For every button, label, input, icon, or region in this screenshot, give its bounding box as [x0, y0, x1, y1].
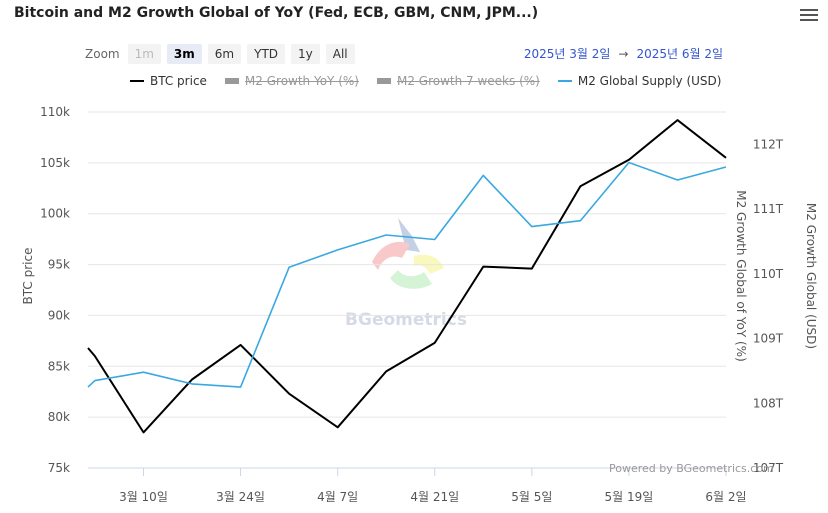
y-left-tick-label: 80k — [48, 410, 70, 424]
x-tick-label: 5월 5일 — [511, 490, 552, 504]
zoom-bar: Zoom 1m 3m 6m YTD 1y All — [85, 43, 361, 65]
legend: BTC price M2 Growth YoY (%) M2 Growth 7 … — [130, 74, 739, 88]
x-axis: 3월 10일 3월 24일 4월 7일 4월 21일 5월 5일 5월 19일 6월 2일 — [119, 468, 747, 504]
zoom-button-ytd[interactable]: YTD — [247, 44, 286, 64]
legend-symbol — [376, 78, 391, 84]
y-left-tick-label: 110k — [40, 105, 70, 119]
x-tick-label: 4월 21일 — [410, 490, 459, 504]
zoom-button-1y[interactable]: 1y — [291, 44, 320, 64]
watermark-logo: BGeometrics — [345, 218, 467, 330]
y-right-tick-label: 111T — [753, 202, 784, 216]
y-axis-left: 75k 80k 85k 90k 95k 100k 105k 110k — [40, 105, 70, 475]
y-left-tick-label: 105k — [40, 156, 70, 170]
x-tick-label: 6월 2일 — [705, 490, 746, 504]
range-arrow: → — [618, 47, 629, 61]
hamburger-menu-icon[interactable] — [800, 9, 818, 23]
grid — [88, 111, 726, 469]
zoom-button-1m[interactable]: 1m — [127, 44, 161, 64]
m2-global-supply-line — [87, 161, 727, 388]
credits-link[interactable]: Powered by BGeometrics.com — [609, 462, 774, 475]
menu-bar — [800, 9, 818, 11]
date-range: 2025년 3월 2일 → 2025년 6월 2일 — [524, 45, 723, 62]
legend-symbol — [557, 80, 572, 82]
x-tick-label: 3월 10일 — [119, 490, 168, 504]
menu-bar — [800, 19, 818, 21]
series-lines — [87, 119, 727, 434]
legend-item-m2-global-supply[interactable]: M2 Global Supply (USD) — [557, 74, 722, 88]
y-axis-right: 107T 108T 109T 110T 111T 112T — [753, 137, 784, 475]
x-tick-label: 5월 19일 — [605, 490, 654, 504]
x-tick-label: 3월 24일 — [216, 490, 265, 504]
y-right-tick-label: 107T — [753, 461, 784, 475]
y-axis-right-inner-title: M2 Growth Global of YoY (%) — [734, 190, 748, 362]
y-right-tick-label: 108T — [753, 396, 784, 410]
legend-label: M2 Growth 7 weeks (%) — [396, 74, 540, 88]
legend-item-m2-growth-7-weeks[interactable]: M2 Growth 7 weeks (%) — [376, 74, 540, 88]
zoom-button-all[interactable]: All — [325, 44, 355, 64]
chart-title: Bitcoin and M2 Growth Global of YoY (Fed… — [14, 5, 539, 21]
zoom-button-3m[interactable]: 3m — [166, 44, 202, 64]
y-axis-left-title: BTC price — [21, 248, 35, 305]
range-to[interactable]: 2025년 6월 2일 — [636, 47, 723, 61]
y-right-tick-label: 112T — [753, 137, 784, 151]
legend-item-m2-growth-yoy[interactable]: M2 Growth YoY (%) — [224, 74, 359, 88]
legend-item-btc-price[interactable]: BTC price — [130, 74, 207, 88]
legend-label: M2 Global Supply (USD) — [577, 74, 722, 88]
legend-symbol — [130, 80, 144, 82]
btc-price-line — [87, 119, 727, 434]
x-tick-label: 4월 7일 — [317, 490, 358, 504]
menu-bar — [800, 14, 818, 16]
legend-label: M2 Growth YoY (%) — [244, 74, 359, 88]
y-left-tick-label: 75k — [48, 461, 70, 475]
legend-label: BTC price — [150, 74, 207, 88]
y-axis-right-outer-title: M2 Growth Global (USD) — [804, 203, 818, 349]
y-right-tick-label: 110T — [753, 267, 784, 281]
y-left-tick-label: 95k — [48, 258, 70, 272]
y-left-tick-label: 85k — [48, 359, 70, 373]
y-right-tick-label: 109T — [753, 332, 784, 346]
range-from[interactable]: 2025년 3월 2일 — [523, 47, 611, 61]
legend-symbol — [224, 78, 239, 84]
zoom-button-6m[interactable]: 6m — [207, 44, 242, 64]
zoom-label: Zoom — [85, 47, 120, 61]
y-left-tick-label: 90k — [48, 308, 70, 322]
y-left-tick-label: 100k — [40, 207, 70, 221]
